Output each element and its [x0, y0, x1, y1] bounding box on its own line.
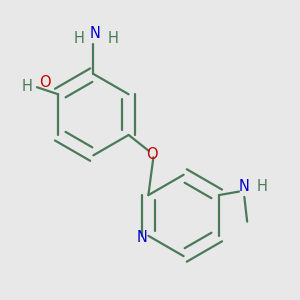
Text: N: N [239, 179, 250, 194]
Text: N: N [136, 230, 147, 245]
Text: N: N [90, 26, 101, 41]
Text: H: H [74, 31, 85, 46]
Text: H: H [22, 79, 33, 94]
Text: O: O [146, 147, 158, 162]
Text: H: H [107, 31, 118, 46]
Text: O: O [39, 75, 51, 90]
Text: H: H [257, 179, 268, 194]
